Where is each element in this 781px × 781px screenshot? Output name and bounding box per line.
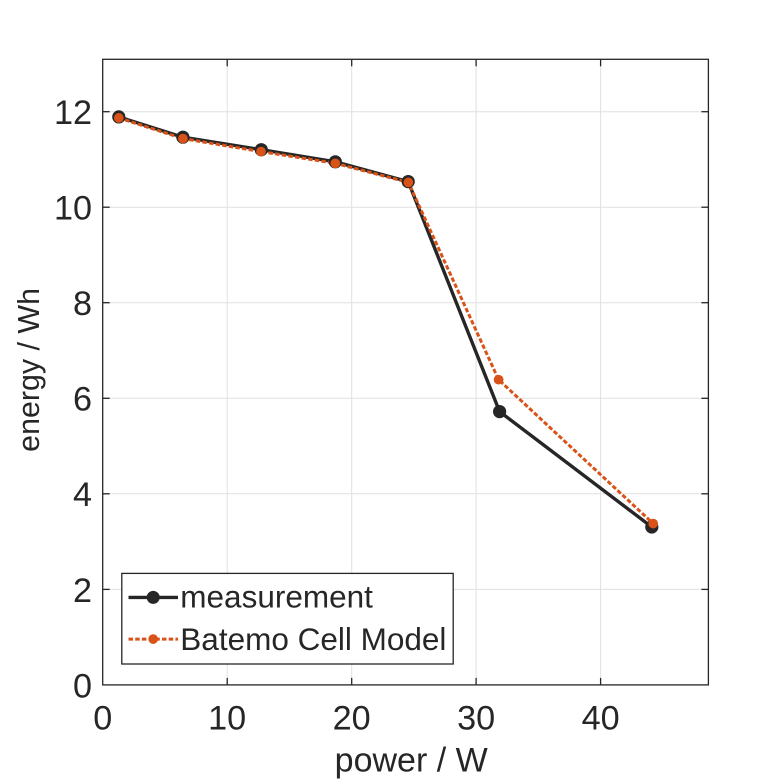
svg-text:4: 4	[73, 476, 92, 514]
svg-text:12: 12	[54, 94, 92, 132]
svg-text:40: 40	[582, 700, 620, 738]
svg-text:20: 20	[333, 700, 371, 738]
svg-text:6: 6	[73, 381, 92, 419]
svg-text:Batemo Cell Model: Batemo Cell Model	[180, 621, 446, 657]
svg-text:power / W: power / W	[335, 742, 488, 780]
svg-text:measurement: measurement	[180, 579, 373, 615]
svg-text:energy / Wh: energy / Wh	[12, 288, 46, 452]
svg-text:0: 0	[93, 700, 112, 738]
svg-text:2: 2	[73, 572, 92, 610]
svg-text:0: 0	[73, 667, 92, 705]
svg-text:10: 10	[54, 190, 92, 228]
svg-text:10: 10	[208, 700, 246, 738]
svg-text:30: 30	[457, 700, 495, 738]
svg-text:8: 8	[73, 285, 92, 323]
